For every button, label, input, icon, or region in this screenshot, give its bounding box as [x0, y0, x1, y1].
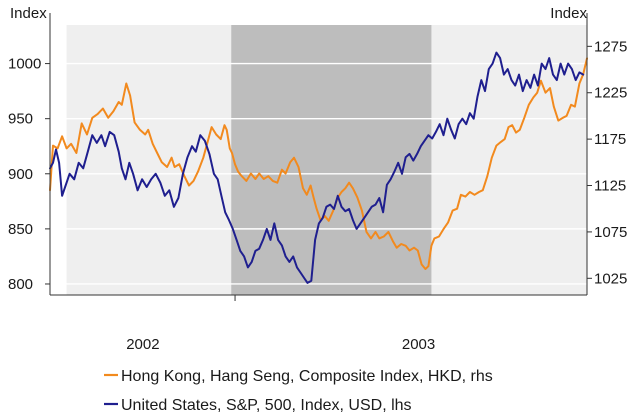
axes: 800 850 900 950 1000 1025 1075 1125 1175 1225 1275…: [8, 13, 627, 353]
legend-label-sp500: United States, S&P, 500, Index, USD, lhs: [121, 397, 412, 414]
legend: Hong Kong, Hang Seng, Composite Index, H…: [104, 368, 493, 414]
left-tick-label: 950: [8, 111, 33, 128]
right-tick-label: 1025: [594, 270, 627, 287]
right-tick-label: 1275: [594, 38, 627, 55]
right-tick-label: 1075: [594, 224, 627, 241]
legend-label-hang-seng: Hong Kong, Hang Seng, Composite Index, H…: [121, 368, 493, 385]
right-tick-label: 1175: [594, 131, 626, 148]
x-tick-label: 2002: [126, 336, 159, 353]
left-tick-label: 900: [8, 166, 33, 183]
right-tick-label: 1225: [594, 85, 627, 102]
left-axis-unit: Index: [10, 5, 47, 22]
left-tick-label: 850: [8, 221, 33, 238]
left-tick-label: 1000: [8, 56, 41, 73]
series-lines: [49, 51, 588, 284]
left-tick-label: 800: [8, 276, 33, 293]
x-tick-label: 2003: [402, 336, 435, 353]
series-line-1: [49, 51, 585, 284]
right-axis-unit: Index: [550, 5, 587, 22]
shaded-periods: [66, 25, 588, 295]
right-tick-label: 1125: [594, 178, 626, 195]
shaded-period-1: [231, 25, 432, 295]
